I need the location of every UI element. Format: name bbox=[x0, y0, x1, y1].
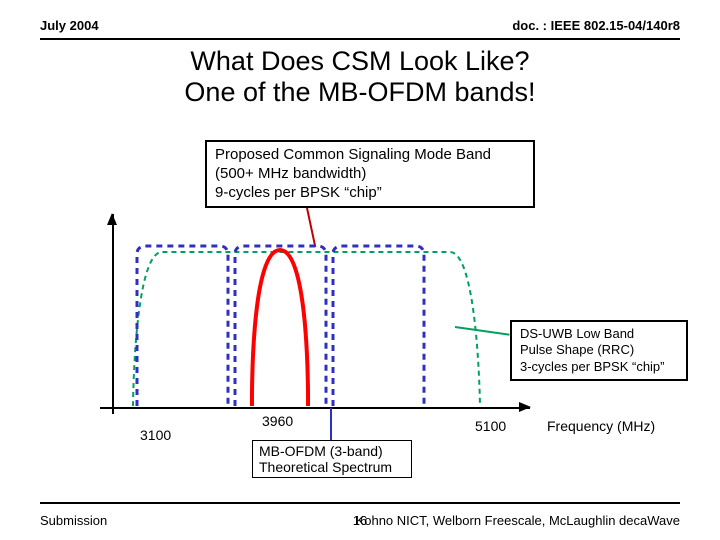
callout-mbofdm: MB-OFDM (3-band) Theoretical Spectrum bbox=[252, 440, 412, 478]
csm-curve bbox=[252, 250, 308, 406]
callout-mbofdm-l1: MB-OFDM (3-band) bbox=[259, 443, 383, 459]
callout-dsuwb-l3: 3-cycles per BPSK “chip” bbox=[520, 359, 665, 374]
mbofdm-band-1 bbox=[137, 246, 228, 406]
callout-mbofdm-l2: Theoretical Spectrum bbox=[259, 459, 392, 475]
header-date: July 2004 bbox=[40, 18, 99, 33]
mbofdm-band-2 bbox=[235, 246, 326, 406]
footer-rule bbox=[40, 502, 680, 504]
callout-proposed-l3: 9-cycles per BPSK “chip” bbox=[215, 184, 382, 201]
leader-mbofdm-line bbox=[330, 408, 332, 440]
tick-3960: 3960 bbox=[262, 413, 293, 429]
title-line-2: One of the MB-OFDM bands! bbox=[0, 77, 720, 108]
arrowhead-up-icon bbox=[107, 213, 117, 225]
header-rule bbox=[40, 38, 680, 40]
arrowhead-right-icon bbox=[519, 402, 531, 412]
tick-5100: 5100 bbox=[475, 418, 506, 434]
callout-dsuwb-l1: DS-UWB Low Band bbox=[520, 326, 634, 341]
page-number: 16 bbox=[0, 513, 720, 528]
callout-dsuwb: DS-UWB Low Band Pulse Shape (RRC) 3-cycl… bbox=[510, 320, 688, 381]
mbofdm-band-3 bbox=[333, 246, 424, 406]
title-line-1: What Does CSM Look Like? bbox=[0, 46, 720, 77]
callout-proposed-csm: Proposed Common Signaling Mode Band (500… bbox=[205, 140, 535, 208]
header-docnum: doc. : IEEE 802.15-04/140r8 bbox=[512, 18, 680, 33]
axis-label-frequency: Frequency (MHz) bbox=[547, 418, 655, 434]
callout-dsuwb-l2: Pulse Shape (RRC) bbox=[520, 342, 634, 357]
tick-3100: 3100 bbox=[140, 427, 171, 443]
spectrum-chart bbox=[100, 210, 510, 410]
page-title: What Does CSM Look Like? One of the MB-O… bbox=[0, 46, 720, 108]
callout-proposed-l1: Proposed Common Signaling Mode Band bbox=[215, 146, 491, 163]
callout-proposed-l2: (500+ MHz bandwidth) bbox=[215, 165, 366, 182]
